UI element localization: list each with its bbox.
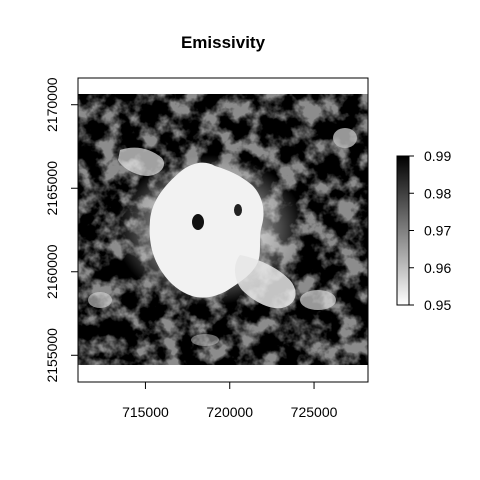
bright-patch bbox=[300, 290, 336, 310]
x-axis: 715000 720000 725000 bbox=[122, 381, 338, 420]
y-axis: 2155000 2160000 2165000 2170000 bbox=[44, 77, 79, 383]
colorbar-ticks: 0.99 0.98 0.97 0.96 0.95 bbox=[409, 148, 451, 313]
colorbar-ramp bbox=[396, 155, 410, 306]
x-tick-label: 720000 bbox=[206, 404, 253, 420]
x-tick-label: 715000 bbox=[122, 404, 169, 420]
bright-patch bbox=[88, 292, 112, 308]
colorbar: 0.99 0.98 0.97 0.96 0.95 bbox=[396, 148, 451, 313]
x-tick-label: 725000 bbox=[291, 404, 338, 420]
colorbar-tick-label: 0.99 bbox=[424, 148, 451, 164]
chart-title: Emissivity bbox=[181, 33, 266, 52]
y-tick-label: 2155000 bbox=[44, 328, 60, 383]
urban-dark-spot bbox=[234, 204, 242, 216]
bright-patch bbox=[333, 128, 357, 148]
y-tick-label: 2170000 bbox=[44, 77, 60, 132]
y-tick-label: 2160000 bbox=[44, 244, 60, 299]
colorbar-tick-label: 0.95 bbox=[424, 297, 451, 313]
bright-patch bbox=[191, 334, 219, 346]
urban-extension-north bbox=[118, 147, 165, 176]
emissivity-raster bbox=[78, 94, 368, 365]
urban-extension-south bbox=[234, 255, 296, 309]
urban-dark-spot bbox=[192, 214, 204, 230]
y-tick-label: 2165000 bbox=[44, 161, 60, 216]
colorbar-tick-label: 0.98 bbox=[424, 185, 451, 201]
colorbar-tick-label: 0.96 bbox=[424, 260, 451, 276]
colorbar-tick-label: 0.97 bbox=[424, 223, 451, 239]
urban-area bbox=[149, 162, 264, 298]
